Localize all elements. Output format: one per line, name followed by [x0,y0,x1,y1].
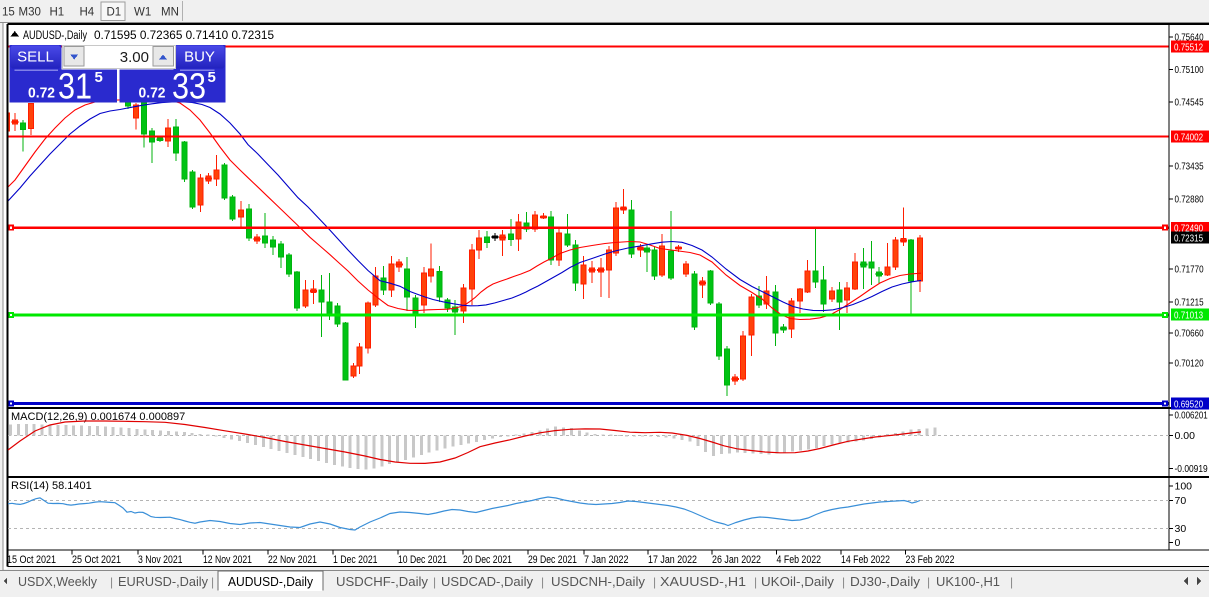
svg-text:|: | [433,575,436,589]
svg-text:0.75512: 0.75512 [1174,41,1203,53]
svg-text:0.72: 0.72 [139,86,166,102]
svg-text:15 Oct 2021: 15 Oct 2021 [7,554,56,566]
svg-text:26 Jan 2022: 26 Jan 2022 [712,554,761,566]
svg-text:W1: W1 [134,7,151,19]
svg-text:RSI(14) 58.1401: RSI(14) 58.1401 [11,480,92,492]
svg-text:0.72490: 0.72490 [1174,223,1203,235]
svg-text:|: | [541,575,544,589]
svg-text:0.71215: 0.71215 [1175,297,1204,309]
svg-text:AUDUSD-,Daily: AUDUSD-,Daily [23,30,87,42]
svg-text:EURUSD-,Daily: EURUSD-,Daily [118,575,209,589]
svg-text:4 Feb 2022: 4 Feb 2022 [777,554,822,566]
svg-text:1 Dec 2021: 1 Dec 2021 [333,554,378,566]
svg-text:70: 70 [1175,495,1187,507]
svg-text:14 Feb 2022: 14 Feb 2022 [841,554,890,566]
svg-text:5: 5 [95,69,103,86]
svg-text:7 Jan 2022: 7 Jan 2022 [584,554,629,566]
svg-text:0.71595 0.72365 0.71410 0.7231: 0.71595 0.72365 0.71410 0.72315 [94,30,274,42]
svg-text:0.74002: 0.74002 [1174,131,1203,143]
svg-text:12 Nov 2021: 12 Nov 2021 [203,554,252,566]
svg-text:22 Nov 2021: 22 Nov 2021 [268,554,317,566]
svg-text:|: | [211,575,214,589]
svg-text:3 Nov 2021: 3 Nov 2021 [138,554,183,566]
svg-text:DJ30-,Daily: DJ30-,Daily [850,575,921,589]
svg-text:-0.00919: -0.00919 [1175,463,1208,475]
svg-text:33: 33 [172,66,206,107]
svg-text:0.71770: 0.71770 [1175,264,1204,276]
svg-text:0.74545: 0.74545 [1175,97,1204,109]
svg-text:31: 31 [58,66,92,107]
svg-text:USDCAD-,Daily: USDCAD-,Daily [441,575,534,589]
svg-text:0.72880: 0.72880 [1175,194,1204,206]
svg-text:H1: H1 [50,7,65,19]
svg-text:0.75640: 0.75640 [1175,32,1204,44]
svg-text:0.70660: 0.70660 [1175,328,1204,340]
svg-text:0: 0 [1175,537,1181,549]
svg-text:|: | [653,575,656,589]
svg-text:23 Feb 2022: 23 Feb 2022 [906,554,955,566]
svg-text:0.73435: 0.73435 [1175,161,1204,173]
svg-text:0.75100: 0.75100 [1175,64,1204,76]
svg-text:100: 100 [1175,481,1193,493]
svg-text:|: | [842,575,845,589]
svg-text:D1: D1 [107,7,122,19]
svg-text:H4: H4 [80,7,95,19]
svg-text:30: 30 [1175,523,1187,535]
svg-text:USDX,Weekly: USDX,Weekly [18,575,98,589]
svg-text:3.00: 3.00 [120,49,149,66]
svg-text:MACD(12,26,9) 0.001674 0.00089: MACD(12,26,9) 0.001674 0.000897 [11,411,185,423]
svg-text:SELL: SELL [17,49,54,66]
svg-text:0.69520: 0.69520 [1174,398,1203,410]
svg-text:|: | [927,575,930,589]
svg-text:20 Dec 2021: 20 Dec 2021 [463,554,512,566]
svg-text:USDCHF-,Daily: USDCHF-,Daily [336,575,429,589]
svg-text:UKOil-,Daily: UKOil-,Daily [761,575,835,589]
svg-text:29 Dec 2021: 29 Dec 2021 [528,554,577,566]
svg-text:BUY: BUY [184,49,215,66]
svg-text:|: | [1010,575,1013,589]
svg-text:USDCNH-,Daily: USDCNH-,Daily [551,575,646,589]
svg-text:10 Dec 2021: 10 Dec 2021 [398,554,447,566]
svg-text:0.72315: 0.72315 [1174,232,1203,244]
svg-text:0.70120: 0.70120 [1175,358,1204,370]
svg-text:0.72: 0.72 [28,86,55,102]
svg-text:M30: M30 [19,7,41,19]
svg-text:17 Jan 2022: 17 Jan 2022 [648,554,697,566]
svg-text:|: | [110,575,113,589]
svg-text:|: | [754,575,757,589]
svg-text:XAUUSD-,H1: XAUUSD-,H1 [660,575,746,589]
svg-text:0.00: 0.00 [1175,430,1196,442]
svg-text:15: 15 [2,7,15,19]
svg-text:5: 5 [208,69,216,86]
svg-text:AUDUSD-,Daily: AUDUSD-,Daily [228,575,314,589]
svg-text:MN: MN [161,7,179,19]
svg-text:25 Oct 2021: 25 Oct 2021 [72,554,121,566]
svg-text:0.006201: 0.006201 [1175,410,1208,422]
svg-text:0.71013: 0.71013 [1174,309,1203,321]
svg-text:UK100-,H1: UK100-,H1 [936,575,1000,589]
